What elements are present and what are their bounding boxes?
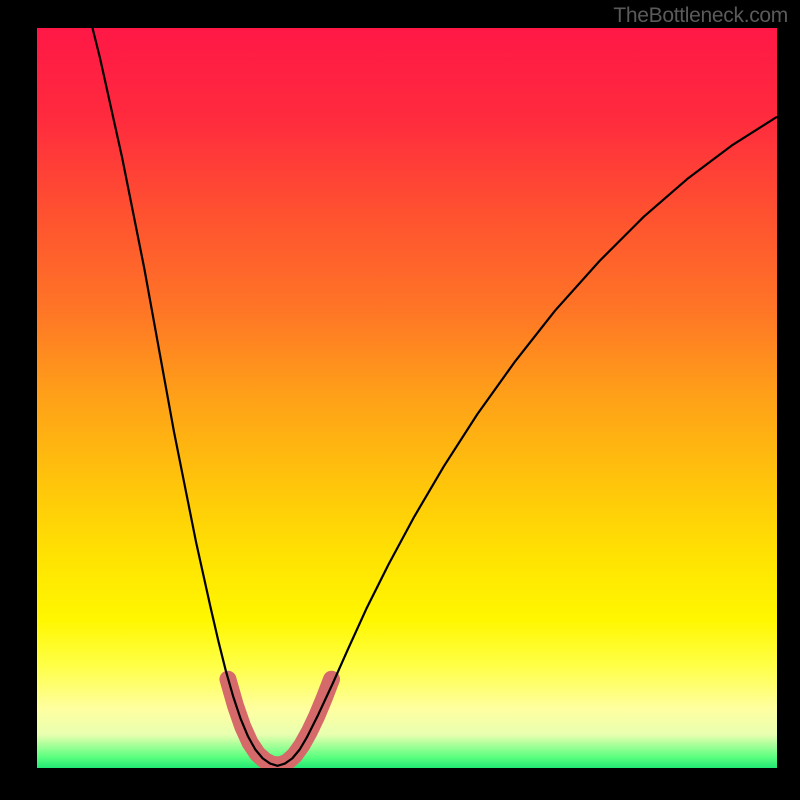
chart-svg xyxy=(0,0,800,800)
plot-background xyxy=(37,28,777,768)
watermark-text: TheBottleneck.com xyxy=(613,4,788,28)
chart-canvas: TheBottleneck.com xyxy=(0,0,800,800)
